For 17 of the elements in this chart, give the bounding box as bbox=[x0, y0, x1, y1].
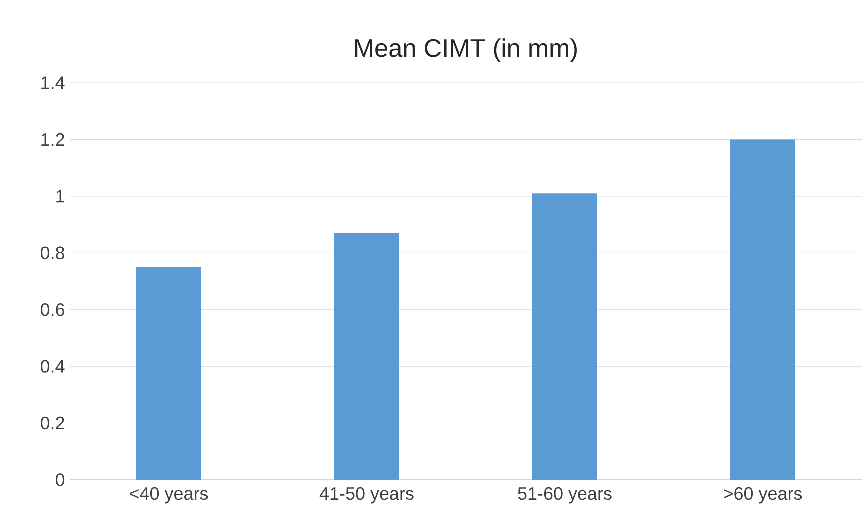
bar bbox=[334, 233, 400, 480]
y-tick-label: 0.4 bbox=[40, 360, 65, 373]
y-tick-label: 0.8 bbox=[40, 246, 65, 260]
y-tick-label: 1.4 bbox=[42, 76, 65, 90]
bar bbox=[136, 267, 202, 480]
y-tick-label: 1 bbox=[56, 190, 64, 203]
x-tick-label: <40 years bbox=[130, 487, 208, 504]
bar bbox=[730, 140, 796, 480]
y-tick-label: 0.6 bbox=[40, 303, 65, 316]
x-tick-label: 51-60 years bbox=[518, 487, 612, 504]
y-tick-label: 0 bbox=[56, 474, 65, 486]
chart-title: Mean CIMT (in mm) bbox=[355, 38, 577, 62]
x-tick-label: 41-50 years bbox=[320, 487, 414, 504]
x-tick-label: >60 years bbox=[724, 487, 802, 504]
bar bbox=[532, 194, 598, 480]
y-tick-label: 1.2 bbox=[42, 133, 64, 146]
y-tick-label: 0.2 bbox=[40, 416, 64, 430]
